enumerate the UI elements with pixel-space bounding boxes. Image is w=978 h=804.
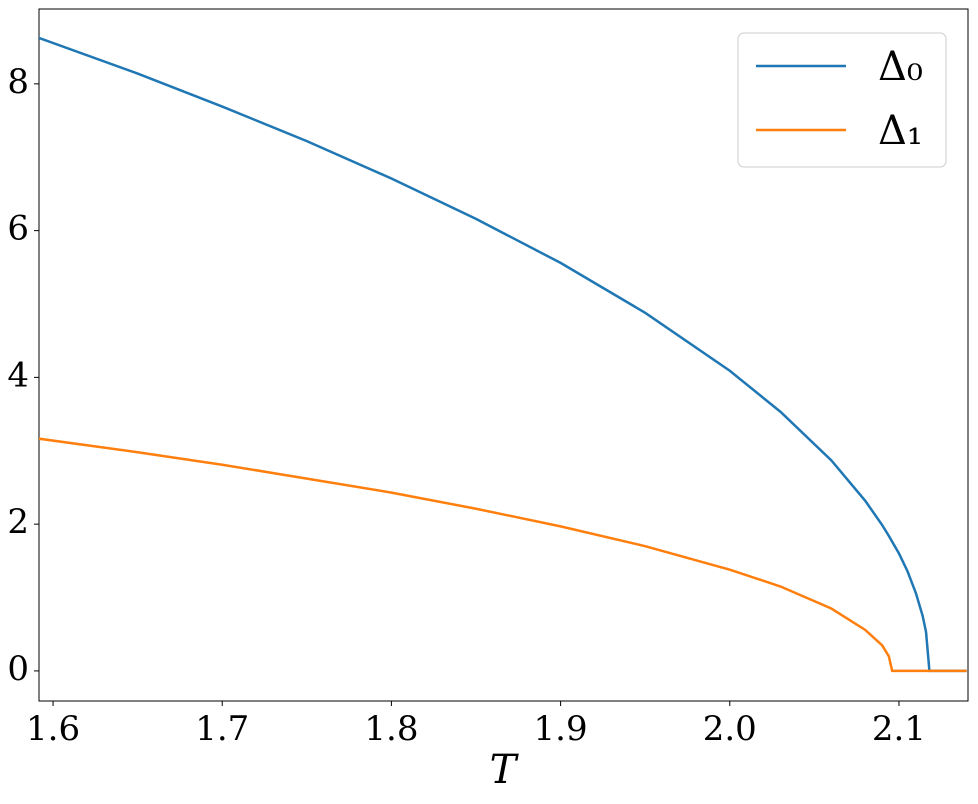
x-tick-label: 1.6 [26, 709, 80, 749]
legend-label: Δ₀ [878, 44, 923, 90]
x-tick-label: 1.9 [534, 709, 588, 749]
x-tick-label: 1.7 [195, 709, 249, 749]
y-tick-label: 6 [7, 209, 29, 249]
legend-label: Δ₁ [878, 108, 923, 154]
plot-area [38, 8, 969, 702]
x-tick-label: 1.8 [364, 709, 418, 749]
line [39, 36, 967, 673]
y-tick-label: 2 [7, 502, 29, 542]
x-tick-label: 2.1 [872, 709, 926, 749]
y-tick-label: 8 [7, 62, 29, 102]
x-axis-label: T [490, 747, 520, 793]
y-tick-label: 4 [7, 355, 29, 395]
y-tick-label: 0 [7, 649, 29, 689]
x-tick-label: 2.0 [703, 709, 757, 749]
line [39, 437, 967, 673]
